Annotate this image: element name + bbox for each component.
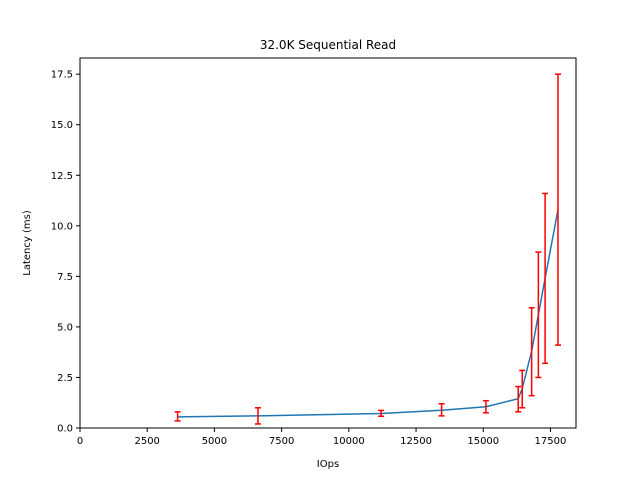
x-axis-label: IOps xyxy=(317,459,339,470)
y-tick-label: 15.0 xyxy=(51,120,73,131)
y-axis: 0.0 2.5 5.0 7.5 10.0 12.5 15.0 17.5 xyxy=(51,70,80,435)
y-tick-label: 5.0 xyxy=(57,322,73,333)
y-tick-label: 2.5 xyxy=(57,373,73,384)
error-bar xyxy=(542,192,549,365)
x-tick-label: 17500 xyxy=(535,436,567,447)
x-tick-label: 12500 xyxy=(400,436,432,447)
x-tick-label: 2500 xyxy=(134,436,159,447)
y-tick-label: 17.5 xyxy=(51,70,73,81)
x-tick-label: 0 xyxy=(77,436,83,447)
error-bar xyxy=(515,385,522,413)
error-bar xyxy=(535,251,542,379)
error-bar xyxy=(254,407,261,425)
error-bar xyxy=(378,409,385,418)
x-tick-label: 15000 xyxy=(467,436,499,447)
x-tick-label: 10000 xyxy=(333,436,365,447)
error-bar xyxy=(174,411,181,422)
error-bar xyxy=(438,402,445,417)
y-tick-label: 12.5 xyxy=(51,171,73,182)
plot-frame xyxy=(79,57,577,429)
x-axis: 0 2500 5000 7500 10000 12500 15000 17500 xyxy=(77,428,567,447)
y-tick-label: 7.5 xyxy=(57,272,73,283)
x-tick-label: 5000 xyxy=(202,436,227,447)
error-bar xyxy=(528,306,535,397)
error-bar xyxy=(519,369,526,409)
y-axis-label: Latency (ms) xyxy=(22,210,33,276)
x-tick-label: 7500 xyxy=(269,436,294,447)
error-bar xyxy=(482,399,489,414)
y-tick-label: 0.0 xyxy=(57,424,73,435)
plot-area xyxy=(174,73,561,425)
error-bar xyxy=(554,73,561,346)
chart-title: 32.0K Sequential Read xyxy=(260,38,396,52)
y-tick-label: 10.0 xyxy=(51,221,73,232)
